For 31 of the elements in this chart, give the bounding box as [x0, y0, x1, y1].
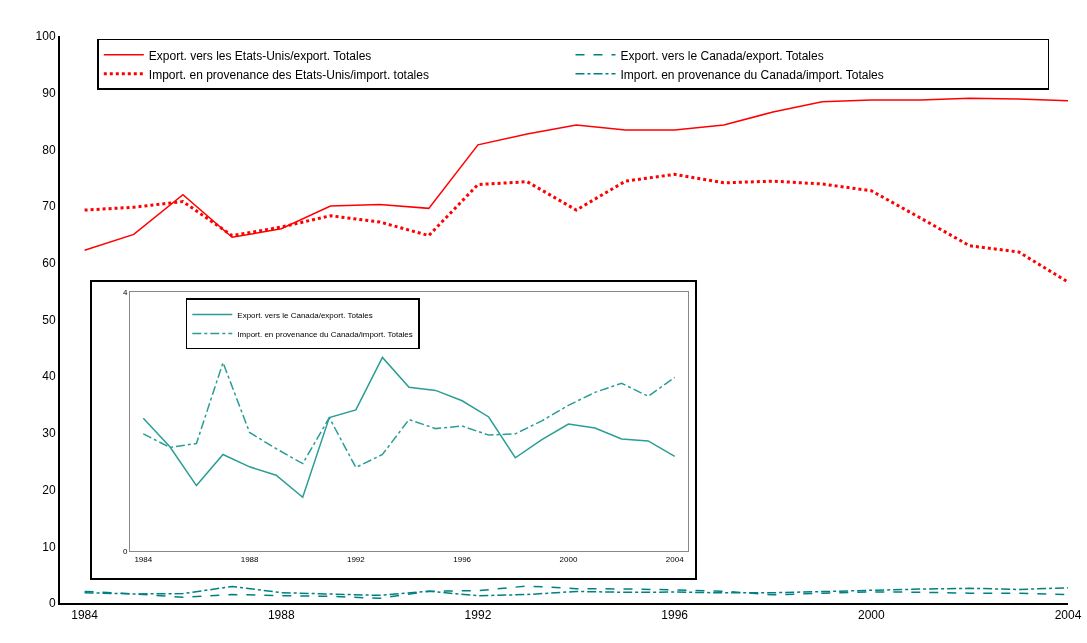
- legend-label: Export. vers les Etats-Unis/export. Totales: [148, 48, 372, 63]
- y-tick-label: 70: [42, 199, 56, 214]
- x-tick-label: 1988: [240, 554, 260, 564]
- legend-label: Import. en provenance du Canada/import. Totales: [237, 329, 413, 339]
- y-tick-label: 0: [122, 546, 128, 556]
- y-tick-label: 80: [42, 142, 56, 157]
- legend-label: Import. en provenance du Canada/import. Totales: [620, 67, 884, 82]
- legend-label: Export. vers le Canada/export. Totales: [620, 48, 824, 63]
- x-tick-label: 1984: [71, 608, 99, 623]
- x-tick-label: 2004: [665, 554, 685, 564]
- y-tick-label: 4: [122, 287, 128, 297]
- y-tick-label: 100: [35, 29, 56, 44]
- x-tick-label: 1992: [346, 554, 366, 564]
- legend-label: Import. en provenance des Etats-Unis/import. totales: [148, 67, 429, 82]
- x-tick-label: 1988: [267, 608, 295, 623]
- y-tick-label: 10: [42, 539, 56, 554]
- y-tick-label: 30: [42, 426, 56, 441]
- y-tick-label: 0: [48, 596, 56, 611]
- y-tick-label: 50: [42, 312, 56, 327]
- y-tick-label: 90: [42, 85, 56, 100]
- y-tick-label: 20: [42, 482, 56, 497]
- x-tick-label: 1996: [453, 554, 472, 564]
- x-tick-label: 1984: [134, 554, 153, 564]
- x-tick-label: 2000: [559, 554, 578, 564]
- legend-label: Export. vers le Canada/export. Totales: [237, 310, 373, 320]
- x-tick-label: 2000: [857, 608, 885, 623]
- y-tick-label: 40: [42, 369, 56, 384]
- x-tick-label: 1996: [661, 608, 689, 623]
- y-tick-label: 60: [42, 256, 56, 270]
- x-tick-label: 1992: [464, 608, 492, 623]
- x-tick-label: 2004: [1054, 608, 1082, 623]
